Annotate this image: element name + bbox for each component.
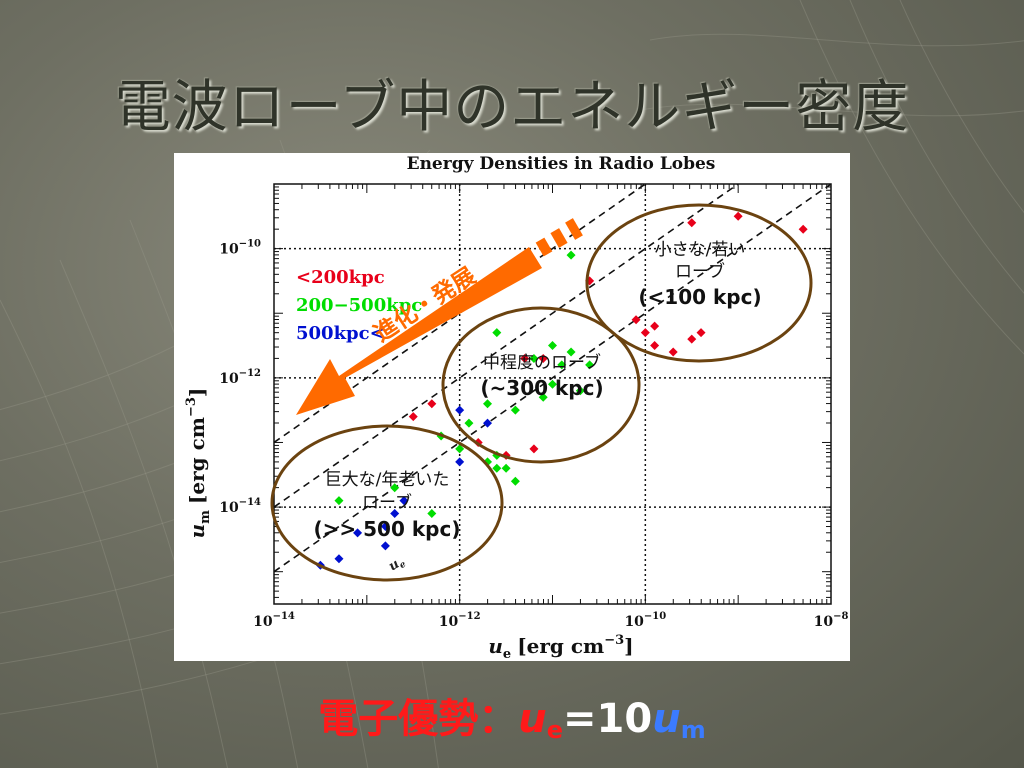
data-point — [640, 328, 650, 338]
axis-ticks — [273, 184, 831, 604]
arrow-dash — [535, 237, 553, 257]
label-small-line3: (<100 kpc) — [638, 285, 762, 309]
data-point — [687, 334, 697, 344]
data-point — [483, 399, 493, 409]
label-medium-line2: (~300 kpc) — [480, 376, 604, 400]
data-point — [650, 341, 660, 351]
label-large-line3: (>> 500 kpc) — [313, 517, 461, 541]
data-point — [548, 379, 557, 389]
legend-entry-small: <200kpc — [296, 267, 385, 288]
y-tick-label: 10−14 — [219, 497, 261, 516]
data-point — [334, 496, 344, 506]
formula-prefix: 電子優勢： — [318, 696, 519, 742]
data-point — [353, 528, 363, 538]
data-point — [529, 444, 539, 454]
label-large-lobes: 巨大な/年老いた ローブ (>> 500 kpc) — [284, 469, 490, 543]
label-small-line1: 小さな/若い — [654, 240, 746, 260]
arrow-dash — [565, 218, 583, 240]
data-point — [696, 328, 706, 338]
data-point — [380, 541, 390, 551]
legend-entry-large: 500kpc< — [296, 323, 385, 344]
data-point — [427, 399, 437, 409]
data-point — [585, 360, 595, 370]
legend-entry-medium: 200−500kpc — [296, 295, 422, 316]
data-point — [650, 321, 660, 331]
x-axis-label: ue [erg cm−3] — [488, 633, 633, 661]
formula-ue: ue — [518, 696, 564, 744]
x-tick-label: 10−8 — [814, 611, 849, 630]
data-point — [455, 457, 465, 467]
data-point — [427, 509, 437, 519]
data-point — [575, 386, 585, 396]
reference-line — [273, 183, 739, 508]
ellipse-medium-lobes — [441, 306, 641, 464]
x-tick-label: 10−12 — [439, 611, 481, 630]
data-point — [455, 405, 465, 415]
data-point — [408, 412, 418, 422]
slide-title: 電波ローブ中のエネルギー密度 — [114, 75, 910, 140]
grid-lines — [274, 184, 831, 604]
data-point — [399, 496, 409, 506]
data-point — [557, 360, 567, 370]
data-points — [315, 211, 808, 570]
y-tick-label: 10−12 — [219, 368, 261, 387]
data-point — [585, 276, 595, 286]
ellipse-large-lobes — [270, 424, 504, 582]
label-small-lobes: 小さな/若い ローブ (<100 kpc) — [610, 239, 790, 311]
y-tick-label: 10−10 — [219, 239, 261, 258]
label-large-line2: ローブ — [362, 493, 412, 513]
group-ellipses — [270, 203, 813, 582]
reference-line-label: ue — [386, 553, 408, 576]
data-point — [492, 463, 502, 473]
data-point — [538, 353, 548, 363]
data-point — [455, 444, 465, 454]
data-point — [492, 328, 502, 338]
arrow-dash — [550, 228, 568, 248]
formula-um: um — [652, 696, 706, 744]
label-medium-line1: 中程度のローブ — [483, 353, 601, 373]
y-axis-label: um[erg cm−3] — [184, 388, 213, 539]
x-tick-labels: 10−14 10−12 10−10 10−8 — [253, 611, 848, 630]
data-point — [529, 353, 539, 363]
data-point — [380, 521, 390, 531]
data-point — [548, 341, 557, 351]
legend: <200kpc 200−500kpc 500kpc< — [296, 267, 422, 344]
data-point — [501, 463, 511, 473]
arrow-tail-dashes — [535, 218, 583, 257]
data-point — [510, 476, 520, 486]
label-large-line1: 巨大な/年老いた — [324, 470, 450, 490]
data-point — [733, 211, 743, 221]
chart-panel: Energy Densities in Radio Lobes 10−14 10−… — [174, 153, 850, 661]
data-point — [464, 418, 474, 428]
data-point — [566, 250, 576, 260]
data-point — [390, 509, 400, 519]
data-point — [483, 418, 493, 428]
chart-title: Energy Densities in Radio Lobes — [407, 154, 716, 174]
data-point — [538, 392, 548, 402]
x-tick-label: 10−10 — [624, 611, 666, 630]
data-point — [520, 353, 530, 363]
reference-line — [273, 183, 832, 573]
energy-density-chart: Energy Densities in Radio Lobes 10−14 10−… — [184, 154, 848, 661]
x-tick-label: 10−14 — [253, 611, 295, 630]
y-tick-labels: 10−10 10−12 10−14 — [219, 239, 261, 516]
formula-equals: =10 — [563, 696, 653, 742]
data-point — [510, 405, 520, 415]
data-point — [687, 218, 697, 228]
data-point — [631, 315, 641, 325]
data-point — [566, 347, 576, 357]
data-point — [334, 554, 344, 564]
formula-line: 電子優勢：ue=10um — [0, 686, 1024, 744]
label-small-line2: ローブ — [675, 262, 725, 282]
label-medium-lobes: 中程度のローブ (~300 kpc) — [450, 351, 634, 401]
data-point — [798, 224, 808, 234]
data-point — [390, 483, 400, 493]
arrow-body — [296, 247, 542, 415]
ellipse-small-lobes — [585, 203, 813, 363]
data-point — [668, 347, 678, 357]
